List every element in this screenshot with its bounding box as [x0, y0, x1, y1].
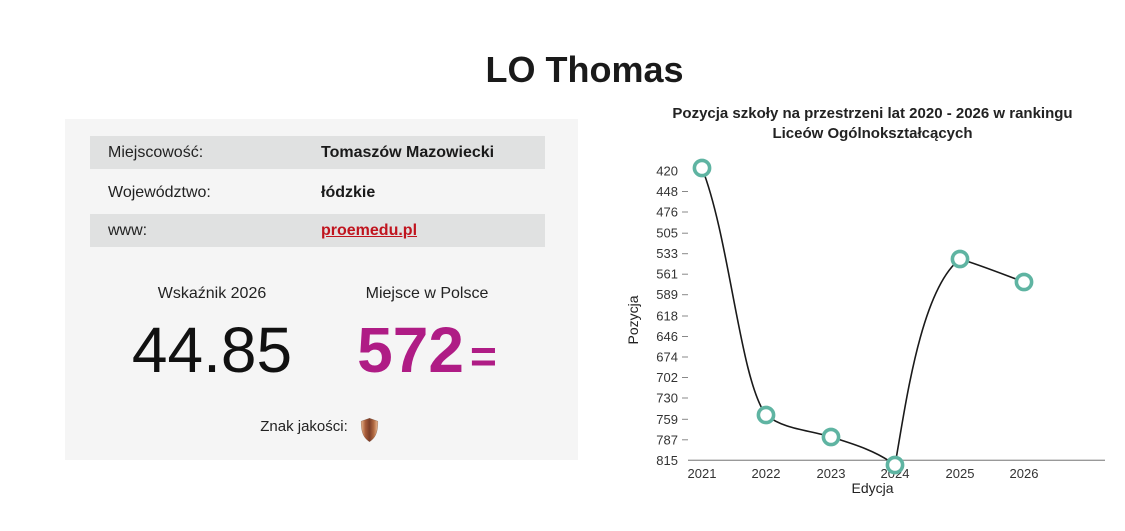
svg-text:815: 815	[656, 453, 678, 468]
svg-text:561: 561	[656, 267, 678, 282]
svg-text:759: 759	[656, 412, 678, 427]
svg-text:448: 448	[656, 184, 678, 199]
svg-text:730: 730	[656, 391, 678, 406]
svg-text:420: 420	[656, 164, 678, 179]
svg-text:674: 674	[656, 350, 678, 365]
svg-text:2026: 2026	[1010, 466, 1039, 480]
svg-text:476: 476	[656, 205, 678, 220]
svg-text:533: 533	[656, 246, 678, 261]
svg-text:787: 787	[656, 432, 678, 447]
svg-text:505: 505	[656, 226, 678, 241]
svg-text:2023: 2023	[817, 466, 846, 480]
svg-text:618: 618	[656, 309, 678, 324]
svg-text:702: 702	[656, 370, 678, 385]
svg-text:2022: 2022	[752, 466, 781, 480]
svg-text:2021: 2021	[688, 466, 717, 480]
svg-text:2025: 2025	[946, 466, 975, 480]
svg-text:589: 589	[656, 287, 678, 302]
svg-text:646: 646	[656, 329, 678, 344]
svg-text:Pozycja: Pozycja	[625, 295, 641, 344]
